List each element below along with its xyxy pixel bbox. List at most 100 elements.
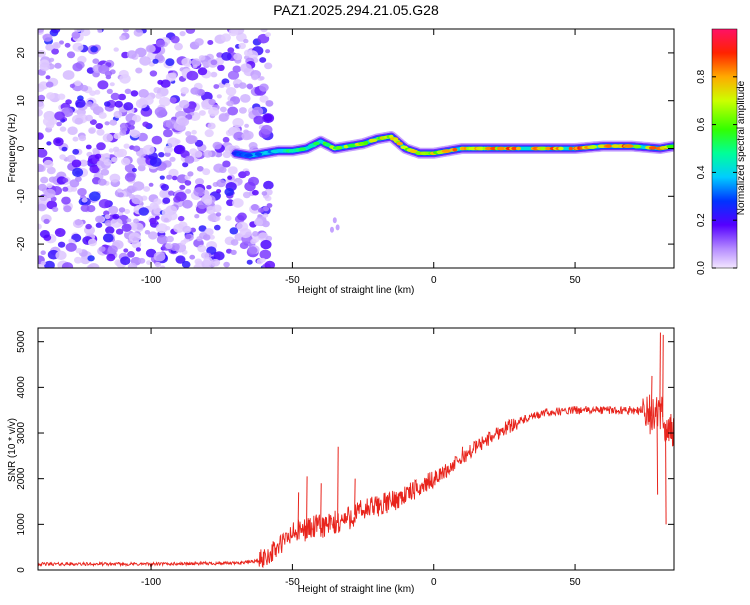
- noise-blob: [38, 29, 44, 33]
- spectrogram-xlabel: Height of straight line (km): [298, 285, 415, 296]
- noise-blob: [96, 142, 106, 151]
- snr-frame: [37, 327, 675, 571]
- noise-blob: [119, 74, 131, 84]
- noise-blob: [182, 162, 189, 168]
- noise-blob: [215, 212, 222, 217]
- noise-blob: [149, 217, 157, 225]
- noise-blob: [99, 153, 110, 163]
- noise-blob: [159, 189, 171, 199]
- noise-blob: [123, 248, 129, 253]
- noise-blob: [197, 244, 207, 253]
- figure-title: PAZ1.2025.294.21.05.G28: [273, 2, 439, 18]
- noise-blob: [232, 117, 244, 128]
- noise-blob: [161, 208, 174, 218]
- snr-spike: [320, 483, 322, 527]
- noise-blob: [185, 131, 192, 137]
- noise-blob: [48, 176, 57, 183]
- noise-blob: [51, 48, 59, 55]
- noise-blob: [160, 184, 169, 191]
- noise-blob: [88, 128, 96, 134]
- noise-blob: [100, 168, 110, 176]
- noise-blob: [260, 29, 268, 33]
- signal-peak: [511, 146, 518, 151]
- noise-blob: [62, 70, 75, 80]
- noise-blob: [158, 96, 171, 107]
- signal-peak: [633, 144, 642, 149]
- spectrogram-ytick-label: 20: [16, 47, 27, 59]
- noise-blob: [250, 238, 257, 245]
- noise-blob: [59, 126, 67, 132]
- noise-blob: [133, 29, 144, 37]
- spectrogram-ytick-label: 10: [16, 95, 27, 107]
- noise-blob: [252, 231, 259, 237]
- noise-blob: [208, 98, 216, 106]
- noise-blob: [214, 224, 221, 231]
- noise-blob: [168, 190, 175, 196]
- noise-blob: [155, 39, 166, 48]
- noise-blob: [248, 142, 258, 150]
- snr-xtick-label: -100: [141, 577, 161, 588]
- noise-blob: [169, 97, 177, 104]
- noise-blob: [184, 233, 192, 240]
- noise-blob: [180, 87, 189, 95]
- snr-spike: [656, 414, 659, 495]
- noise-blob: [158, 152, 165, 158]
- signal-peak: [396, 141, 403, 146]
- colorbar-gradient: [711, 28, 738, 269]
- noise-blob: [182, 225, 192, 234]
- noise-blob: [182, 199, 193, 209]
- noise-blob: [94, 153, 102, 160]
- noise-blob: [129, 194, 135, 200]
- noise-blob: [260, 239, 272, 250]
- noise-blob: [108, 205, 119, 215]
- noise-blob: [64, 42, 71, 48]
- noise-blob: [106, 253, 116, 262]
- noise-blob: [177, 119, 183, 124]
- noise-blob: [38, 50, 46, 58]
- noise-blob: [208, 107, 220, 117]
- noise-blob: [263, 180, 274, 190]
- noise-blob: [131, 167, 137, 173]
- noise-blob: [96, 160, 104, 166]
- noise-blob: [240, 63, 252, 73]
- noise-blob: [148, 182, 154, 187]
- noise-blob: [196, 166, 204, 172]
- noise-blob: [89, 191, 101, 202]
- snr-xtick-label: 0: [431, 577, 437, 588]
- noise-blob: [71, 159, 82, 168]
- noise-blob: [75, 29, 82, 32]
- noise-blob: [81, 197, 88, 203]
- noise-blob: [38, 163, 44, 172]
- colorbar-tick-label: 0.6: [696, 117, 707, 131]
- noise-blob: [135, 98, 148, 109]
- noise-blob: [110, 217, 123, 228]
- noise-blob: [160, 265, 166, 268]
- noise-blob: [38, 223, 42, 230]
- noise-blob: [332, 217, 337, 224]
- noise-blob: [97, 80, 109, 90]
- noise-blob: [254, 218, 264, 226]
- noise-blob: [38, 94, 46, 101]
- noise-blob: [243, 38, 249, 44]
- noise-blob: [198, 110, 206, 116]
- noise-blob: [246, 83, 254, 90]
- noise-blob: [227, 47, 235, 54]
- noise-blob: [50, 29, 61, 34]
- signal-peak: [497, 146, 507, 151]
- noise-blob: [63, 205, 72, 213]
- signal-peak: [515, 146, 522, 151]
- noise-blob: [85, 144, 92, 150]
- noise-blob: [210, 71, 218, 78]
- noise-blob: [123, 102, 134, 111]
- noise-blob: [138, 257, 146, 264]
- noise-blob: [233, 131, 245, 141]
- noise-blob: [143, 186, 151, 192]
- signal-peak: [324, 143, 331, 147]
- noise-blob: [172, 175, 178, 181]
- noise-blob: [227, 106, 239, 116]
- noise-blob: [57, 241, 66, 248]
- noise-blob: [258, 207, 264, 213]
- noise-blob: [38, 109, 43, 117]
- noise-blob: [126, 50, 137, 59]
- noise-blob: [238, 82, 247, 89]
